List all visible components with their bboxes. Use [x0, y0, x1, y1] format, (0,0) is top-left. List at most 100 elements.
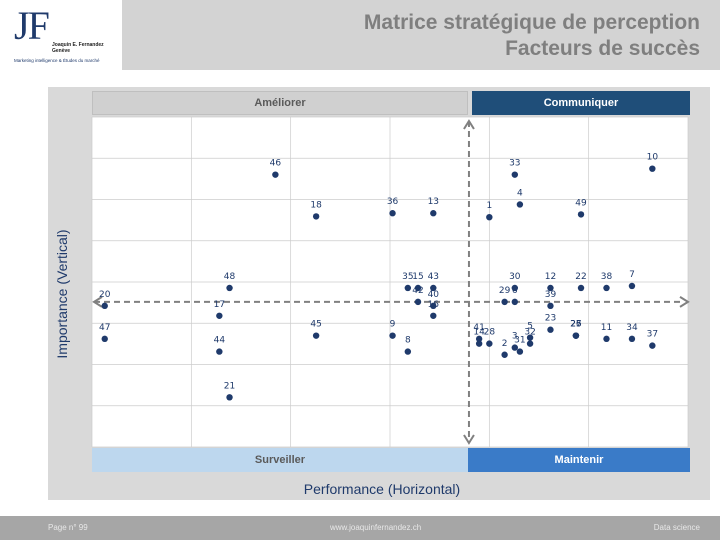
- point-label-38: 38: [601, 272, 613, 282]
- data-point-23: [547, 326, 554, 333]
- data-point-5: [526, 334, 534, 341]
- data-point-35: [404, 284, 412, 292]
- point-label-33: 33: [509, 159, 520, 169]
- point-label-8: 8: [405, 336, 411, 346]
- quadrant-surveiller: Surveiller: [92, 448, 468, 472]
- data-point-46: [272, 171, 279, 178]
- point-label-20: 20: [99, 290, 111, 300]
- point-label-34: 34: [626, 323, 638, 333]
- point-label-42: 42: [412, 286, 423, 296]
- data-point-11: [603, 335, 610, 343]
- data-point-13: [430, 210, 437, 217]
- data-point-8: [404, 348, 412, 355]
- data-point-49: [577, 211, 585, 218]
- quadrant-communiquer: Communiquer: [472, 91, 690, 115]
- data-point-39: [547, 302, 554, 310]
- data-point-41: [475, 335, 483, 343]
- footer-url[interactable]: www.joaquinfernandez.ch: [330, 523, 422, 532]
- point-label-11: 11: [601, 323, 612, 333]
- data-point-4: [516, 201, 524, 208]
- footer-section: Data science: [653, 523, 700, 532]
- point-label-1: 1: [486, 201, 492, 211]
- y-axis-label: Importance (Vertical): [54, 229, 70, 359]
- point-label-10: 10: [647, 153, 659, 163]
- point-label-48: 48: [224, 272, 236, 282]
- data-point-22: [577, 284, 585, 292]
- footer: Page n° 99 www.joaquinfernandez.ch Data …: [0, 516, 720, 540]
- point-label-17: 17: [214, 300, 225, 310]
- point-label-36: 36: [387, 197, 399, 207]
- data-point-45: [312, 332, 320, 339]
- quadrant-ameliorer: Améliorer: [92, 91, 468, 115]
- point-label-44: 44: [214, 336, 226, 346]
- data-point-6: [511, 298, 519, 306]
- logo: JF Joaquin E. Fernandez Genève Marketing…: [0, 0, 122, 70]
- point-label-12: 12: [545, 272, 556, 282]
- point-label-21: 21: [224, 381, 235, 391]
- data-point-18: [312, 213, 320, 220]
- title-line-2: Facteurs de succès: [505, 37, 700, 60]
- data-point-43: [430, 284, 437, 292]
- data-point-21: [226, 394, 233, 401]
- data-point-36: [389, 210, 396, 217]
- point-label-49: 49: [575, 198, 587, 208]
- point-label-13: 13: [428, 197, 439, 207]
- logo-name: Joaquin E. Fernandez Genève: [52, 42, 104, 54]
- point-label-22: 22: [575, 272, 586, 282]
- point-label-15: 15: [412, 272, 423, 282]
- point-label-43: 43: [428, 272, 439, 282]
- point-label-28: 28: [484, 328, 496, 338]
- point-label-40: 40: [428, 290, 440, 300]
- data-point-47: [101, 335, 108, 343]
- down-arrowhead: [463, 434, 475, 445]
- data-point-2: [501, 351, 508, 358]
- point-label-37: 37: [647, 330, 658, 340]
- point-label-41: 41: [473, 323, 484, 333]
- logo-mark: JF: [14, 3, 50, 48]
- page-title: Matrice stratégique de perception Facteu…: [364, 10, 700, 62]
- point-label-29: 29: [499, 286, 511, 296]
- point-label-2: 2: [502, 339, 508, 349]
- point-label-31: 31: [514, 336, 525, 346]
- data-point-27: [572, 332, 580, 339]
- data-point-42: [414, 298, 422, 306]
- data-point-32: [526, 340, 534, 347]
- point-label-27: 27: [570, 320, 581, 330]
- data-point-3: [511, 344, 519, 351]
- data-point-30: [511, 284, 519, 292]
- data-point-44: [216, 348, 223, 355]
- data-point-29: [501, 298, 508, 306]
- data-point-37: [649, 342, 656, 349]
- data-point-17: [216, 312, 223, 319]
- data-point-31: [516, 348, 524, 355]
- point-label-30: 30: [509, 272, 521, 282]
- data-point-7: [628, 282, 636, 290]
- data-point-14: [475, 340, 483, 347]
- point-label-45: 45: [310, 320, 321, 330]
- left-arrowhead: [92, 296, 103, 308]
- logo-tagline: Marketing intelligence & Études du march…: [14, 58, 100, 63]
- data-point-9: [389, 332, 396, 339]
- up-arrowhead: [463, 119, 475, 130]
- data-point-38: [603, 284, 610, 292]
- quadrant-dividers: [92, 119, 690, 445]
- point-label-3: 3: [512, 332, 518, 342]
- data-points: 1234567891011121314151617182021222325262…: [99, 153, 658, 401]
- point-label-39: 39: [545, 290, 557, 300]
- data-point-16: [430, 312, 437, 319]
- footer-page-number: Page n° 99: [48, 523, 88, 532]
- right-arrowhead: [679, 296, 690, 308]
- point-label-23: 23: [545, 314, 556, 324]
- grid: [91, 116, 689, 448]
- point-label-35: 35: [402, 272, 413, 282]
- data-point-1: [486, 213, 493, 221]
- point-label-32: 32: [524, 328, 535, 338]
- point-label-5: 5: [527, 322, 533, 332]
- data-point-12: [547, 284, 554, 292]
- point-label-26: 26: [570, 320, 582, 330]
- header-band: [122, 0, 720, 70]
- quadrant-maintenir: Maintenir: [468, 448, 690, 472]
- data-point-20: [101, 302, 108, 310]
- data-point-33: [511, 171, 519, 178]
